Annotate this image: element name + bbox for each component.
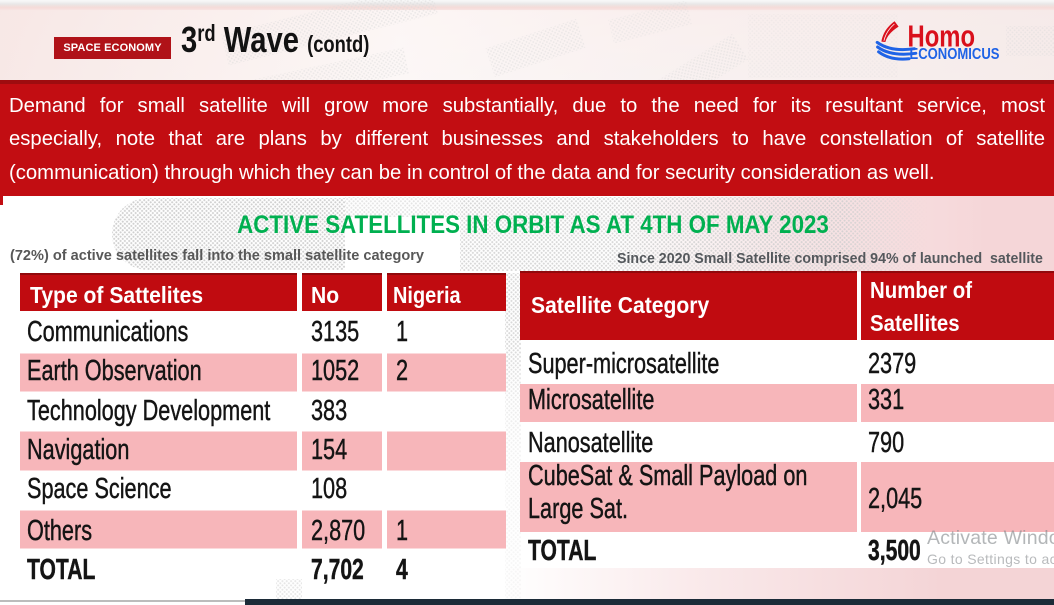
svg-text:Homo: Homo xyxy=(908,19,976,54)
svg-text:ECONOMICUS: ECONOMICUS xyxy=(910,46,1000,63)
